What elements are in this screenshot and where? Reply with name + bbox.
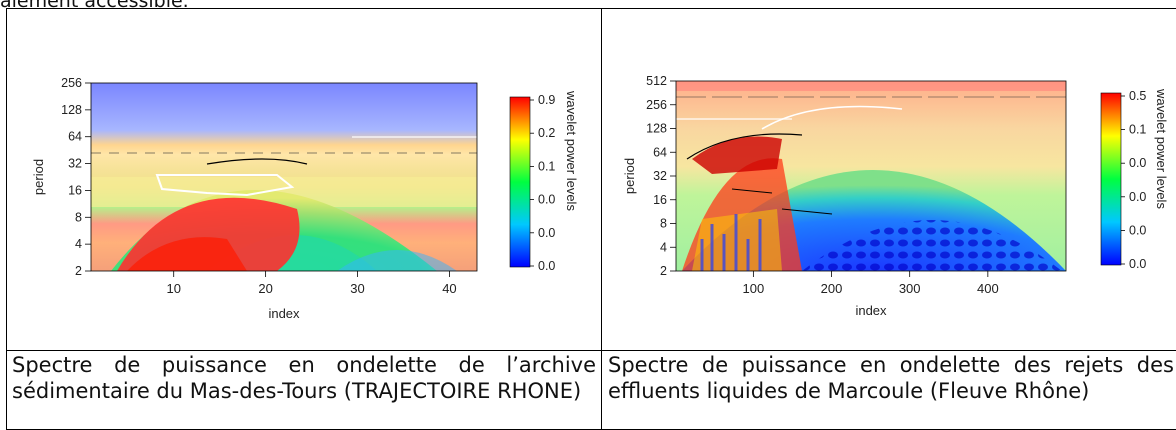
left-y-axis-label: period (31, 159, 46, 195)
left-legend-tick-label: 0.0 (538, 193, 555, 207)
right-legend-tick-label: 0.5 (1129, 89, 1146, 103)
right-y-tick-label: 64 (653, 145, 667, 159)
right-y-tick-label: 256 (646, 98, 667, 112)
right-y-tick-label: 2 (660, 264, 667, 278)
right-heatmap (676, 81, 1066, 271)
right-caption: Spectre de puissance en ondelette des re… (608, 353, 1174, 403)
left-x-axis-label: index (268, 306, 300, 321)
right-legend-tick-label: 0.0 (1129, 190, 1146, 204)
right-y-tick-label: 4 (660, 240, 667, 254)
right-x-tick-label: 300 (899, 281, 921, 296)
right-y-tick-label: 128 (646, 122, 667, 136)
right-legend-label: wavelet power levels (1154, 88, 1169, 209)
left-caption: Spectre de puissance en ondelette de l’a… (12, 353, 596, 403)
left-y-tick-label: 32 (68, 157, 82, 171)
left-figure-cell: 10 20 30 40 2 4 8 16 32 64 128 256 0.9 0.2 0.1 0.0 0.0 0… (6, 8, 602, 351)
left-y-tick-label: 2 (75, 264, 82, 278)
left-y-tick-label: 64 (68, 130, 82, 144)
right-y-tick-label: 16 (653, 193, 667, 207)
left-legend-tick-label: 0.0 (538, 259, 555, 273)
right-x-tick-label: 200 (821, 281, 843, 296)
left-heatmap (91, 83, 477, 271)
right-y-tick-label: 32 (653, 169, 667, 183)
right-figure-cell: 100 200 300 400 2 4 8 16 32 64 128 256 512 0.5 0.1 0.0… (601, 8, 1176, 351)
left-legend-label: wavelet power levels (564, 90, 579, 211)
right-y-tick-label: 8 (660, 217, 667, 231)
right-legend-tick-label: 0.1 (1129, 123, 1146, 137)
left-x-tick-label: 10 (166, 281, 180, 296)
right-x-tick-label: 100 (743, 281, 765, 296)
left-legend-colorbar (509, 96, 531, 268)
right-legend-tick-label: 0.0 (1129, 223, 1146, 237)
right-y-tick-label: 512 (646, 74, 667, 88)
right-wavelet-chart: 100 200 300 400 2 4 8 16 32 64 128 256 512 0.5 0.1 0.0… (622, 74, 1169, 318)
left-y-tick-label: 256 (61, 76, 82, 90)
left-x-tick-label: 30 (350, 281, 364, 296)
left-legend-tick-label: 0.9 (538, 93, 555, 107)
left-legend-tick-label: 0.1 (538, 159, 555, 173)
left-x-tick-label: 20 (258, 281, 272, 296)
left-y-tick-label: 128 (61, 103, 82, 117)
right-x-tick-label: 400 (977, 281, 999, 296)
left-x-tick-label: 40 (442, 281, 456, 296)
right-legend-tick-label: 0.0 (1129, 257, 1146, 271)
left-y-tick-label: 4 (75, 237, 82, 251)
right-legend-colorbar (1100, 92, 1122, 266)
right-x-axis-label: index (855, 303, 887, 318)
left-y-tick-label: 16 (68, 183, 82, 197)
right-y-axis-label: period (622, 158, 637, 194)
left-y-tick-label: 8 (75, 210, 82, 224)
left-legend-tick-label: 0.2 (538, 126, 555, 140)
left-legend-tick-label: 0.0 (538, 226, 555, 240)
right-legend-tick-label: 0.0 (1129, 156, 1146, 170)
